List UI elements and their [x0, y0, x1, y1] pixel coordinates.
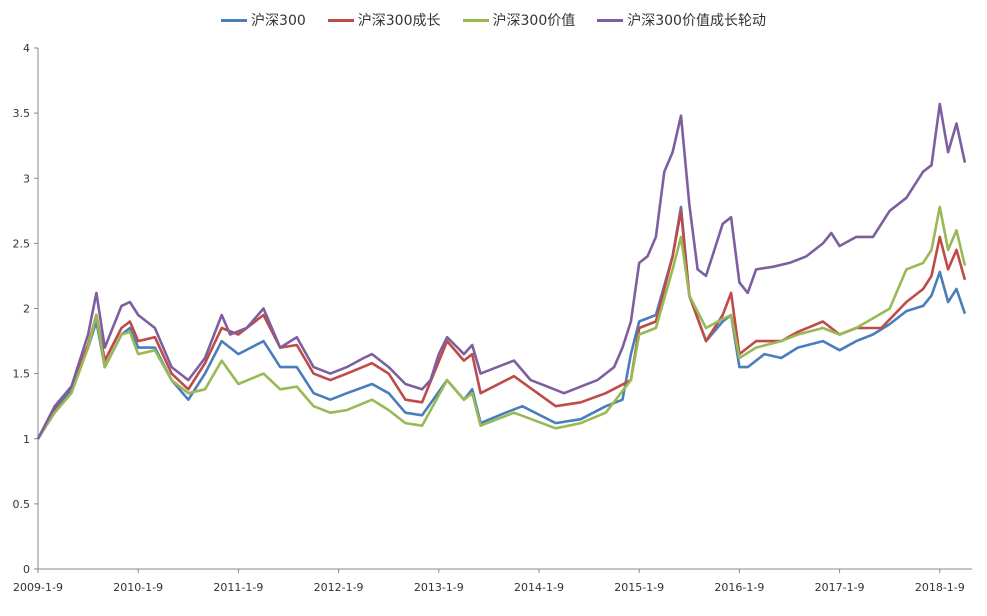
- legend-item: 沪深300成长: [327, 10, 441, 30]
- x-tick-label: 2013-1-9: [414, 581, 464, 594]
- legend-item: 沪深300价值成长轮动: [597, 10, 766, 30]
- x-tick-label: 2009-1-9: [13, 581, 63, 594]
- legend-swatch: [327, 18, 354, 22]
- y-tick-label: 0.5: [13, 498, 31, 511]
- series-line-3: [36, 102, 967, 440]
- x-tick-label: 2015-1-9: [614, 581, 664, 594]
- y-tick-label: 2: [23, 303, 30, 316]
- x-tick-label: 2014-1-9: [514, 581, 564, 594]
- legend-label: 沪深300: [251, 13, 306, 29]
- y-tick-label: 1: [23, 433, 30, 446]
- x-tick-label: 2012-1-9: [314, 581, 364, 594]
- legend-item: 沪深300: [221, 10, 306, 30]
- x-tick-label: 2011-1-9: [213, 581, 263, 594]
- legend-label: 沪深300价值成长轮动: [627, 13, 766, 29]
- x-tick-label: 2017-1-9: [815, 581, 865, 594]
- series-line-2: [36, 205, 967, 440]
- legend: 沪深300 沪深300成长 沪深300价值 沪深300价值成长轮动: [0, 10, 987, 30]
- legend-swatch: [597, 18, 624, 22]
- legend-item: 沪深300价值: [462, 10, 576, 30]
- legend-label: 沪深300成长: [357, 13, 441, 29]
- y-tick-label: 3: [23, 172, 30, 185]
- legend-label: 沪深300价值: [492, 13, 576, 29]
- legend-swatch: [462, 18, 489, 22]
- y-tick-label: 1.5: [13, 368, 31, 381]
- y-tick-label: 4: [23, 42, 30, 55]
- y-tick-label: 2.5: [13, 237, 31, 250]
- y-tick-label: 3.5: [13, 107, 31, 120]
- x-tick-label: 2016-1-9: [714, 581, 764, 594]
- y-tick-label: 0: [23, 563, 30, 576]
- x-tick-label: 2018-1-9: [915, 581, 965, 594]
- legend-swatch: [221, 18, 248, 22]
- x-tick-label: 2010-1-9: [113, 581, 163, 594]
- series-line-1: [36, 209, 967, 440]
